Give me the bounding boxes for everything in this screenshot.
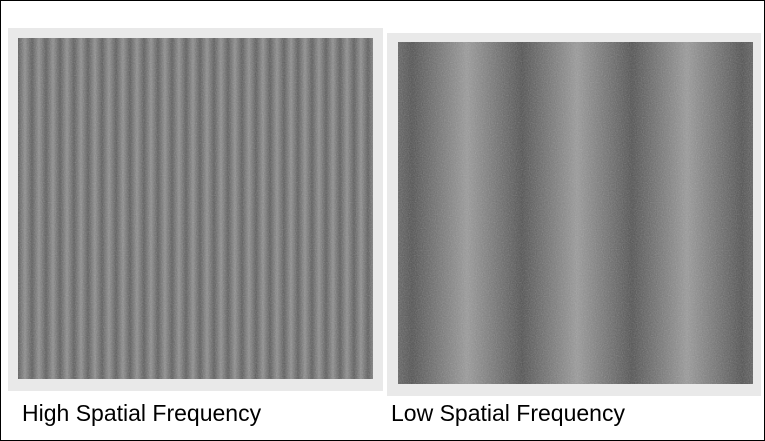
grating-noise [398,42,753,384]
caption: Low Spatial Frequency [391,400,625,426]
page: High Spatial Frequency Low Spatial Frequ… [0,0,765,441]
caption: High Spatial Frequency [22,400,262,426]
figure: High Spatial Frequency Low Spatial Frequ… [0,0,765,441]
grating-noise [18,38,373,379]
